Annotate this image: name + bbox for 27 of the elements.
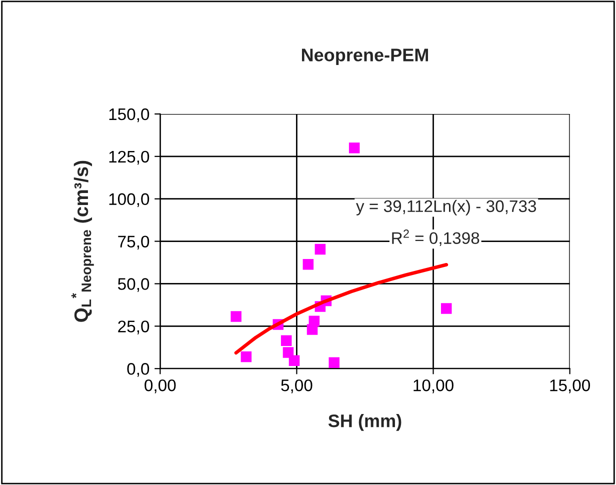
y-tick-label: 75,0 — [118, 236, 150, 250]
chart-title: Neoprene-PEM — [302, 48, 428, 65]
y-tick-label: 25,0 — [118, 320, 150, 334]
y-tick-label: 150,0 — [109, 108, 150, 122]
point — [328, 357, 340, 368]
y-tick-label: 125,0 — [109, 150, 150, 165]
y-tick-label: 100,0 — [109, 193, 150, 208]
point — [230, 311, 242, 322]
point — [348, 142, 360, 154]
y-tick-label: 50,0 — [118, 278, 150, 292]
point — [308, 316, 320, 326]
point — [280, 335, 292, 346]
line-series — [234, 262, 448, 355]
point — [288, 355, 300, 366]
point — [240, 351, 252, 362]
x-tick-label: 15,00 — [550, 379, 590, 394]
point — [302, 258, 314, 270]
y-axis-title: Q$_{L}$$^{*}$$_{Neoprene}$ (cm³/s) — [71, 160, 94, 322]
annotation: y = 39,112Ln(x) - 30,733 — [356, 200, 536, 216]
x-tick-label: 10,00 — [414, 379, 454, 394]
x-tick-label: 5,00 — [281, 379, 312, 394]
x-tick-label: 0,00 — [144, 379, 176, 394]
y-tick-label: 0,0 — [127, 363, 150, 377]
x-axis-title: SH (mm) — [328, 414, 402, 431]
point — [440, 303, 452, 314]
point — [314, 244, 326, 255]
annotation: R$^{2}$ = 0,1398 — [392, 230, 480, 246]
